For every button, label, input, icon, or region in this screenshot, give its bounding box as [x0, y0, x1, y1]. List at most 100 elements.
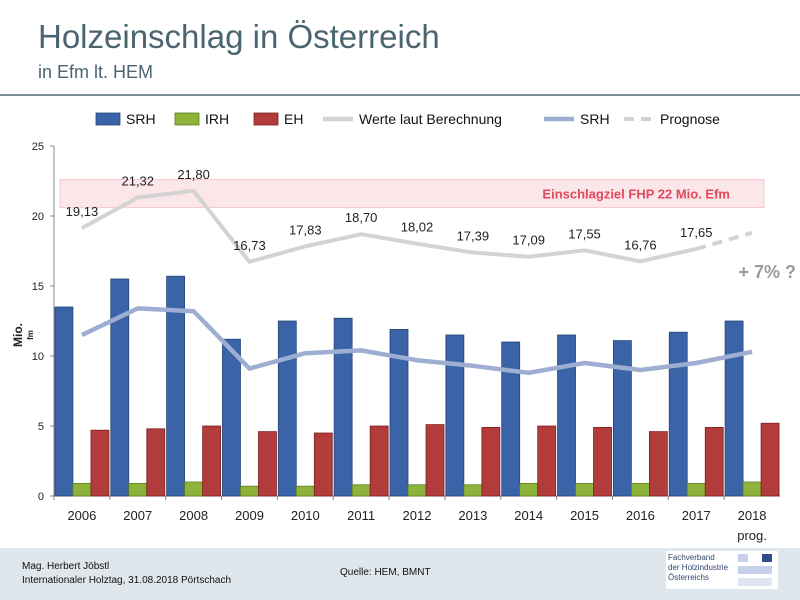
legend-label: EH	[284, 111, 303, 127]
logo-square	[738, 566, 772, 574]
eh-bar	[425, 424, 445, 497]
y-axis-unit: fm	[26, 330, 35, 340]
y-tick-label: 0	[38, 491, 44, 503]
irh-bar	[519, 482, 539, 497]
forecast-annotation: + 7% ?	[738, 262, 796, 282]
berechnung-data-label: 16,73	[233, 238, 266, 253]
x-tick-label: 2015	[570, 508, 599, 523]
x-tick-label: 2009	[235, 508, 264, 523]
y-tick-label: 15	[32, 281, 44, 293]
x-tick-label: 2006	[67, 508, 96, 523]
srh-bar	[724, 320, 744, 497]
eh-bar	[146, 428, 166, 497]
logo-line: der Holzindustrie	[668, 563, 729, 572]
srh-bar	[54, 306, 74, 497]
srh-bar	[668, 331, 688, 497]
berechnung-data-label: 17,83	[289, 222, 322, 237]
footer-event: Internationaler Holztag, 31.08.2018 Pört…	[22, 575, 232, 586]
x-tick-sublabel: prog.	[737, 528, 767, 543]
legend-swatch	[95, 112, 121, 126]
legend-label: Werte laut Berechnung	[359, 111, 502, 127]
logo-line: Österreichs	[668, 573, 709, 582]
logo-text: Fachverband der Holzindustrie Österreich…	[668, 553, 734, 583]
irh-bar	[240, 485, 259, 497]
irh-bar	[72, 482, 92, 497]
srh-bar	[557, 334, 576, 497]
logo-square	[762, 554, 772, 562]
page-subtitle: in Efm lt. HEM	[38, 62, 154, 82]
irh-bar	[407, 484, 427, 497]
footer-source: Quelle: HEM, BMNT	[340, 567, 431, 578]
eh-bar	[90, 429, 110, 497]
irh-bar	[575, 482, 594, 497]
x-tick-label: 2014	[514, 508, 543, 523]
berechnung-data-label: 18,02	[401, 220, 434, 235]
berechnung-data-label: 17,39	[457, 229, 490, 244]
irh-bar	[630, 482, 650, 497]
x-tick-label: 2008	[179, 508, 208, 523]
y-tick-label: 10	[32, 351, 44, 363]
berechnung-line	[80, 188, 697, 264]
srh-bar	[277, 320, 297, 497]
eh-bar	[369, 425, 389, 497]
y-tick-label: 20	[32, 211, 44, 223]
berechnung-data-label: 21,80	[177, 167, 210, 182]
legend-swatch	[253, 112, 279, 126]
berechnung-data-label: 17,65	[680, 225, 713, 240]
srh-bar	[166, 275, 186, 497]
irh-bar	[463, 484, 483, 497]
legend-label: Prognose	[660, 111, 720, 127]
eh-bar	[760, 422, 780, 497]
x-tick-label: 2013	[458, 508, 487, 523]
irh-bar	[351, 484, 371, 497]
berechnung-data-label: 21,32	[121, 174, 154, 189]
eh-bar	[704, 426, 724, 497]
eh-bar	[313, 432, 333, 497]
irh-bar	[295, 485, 315, 497]
legend-label: SRH	[580, 111, 610, 127]
srh-bar	[612, 340, 632, 497]
target-band-label: Einschlagziel FHP 22 Mio. Efm	[542, 187, 730, 202]
irh-bar	[128, 482, 148, 497]
srh-bar	[501, 341, 521, 497]
berechnung-data-label: 16,76	[624, 237, 657, 252]
eh-bar	[202, 425, 222, 497]
page-title: Holzeinschlag in Österreich	[38, 18, 440, 55]
eh-bar	[258, 431, 277, 497]
legend-swatch	[174, 112, 200, 126]
association-logo: Fachverband der Holzindustrie Österreich…	[666, 551, 778, 589]
eh-bar	[481, 426, 501, 497]
y-tick-label: 25	[32, 141, 44, 153]
logo-line: Fachverband	[668, 553, 715, 562]
srh-bar	[389, 328, 409, 497]
footer-credits: Mag. Herbert Jöbstl Internationaler Holz…	[22, 560, 231, 588]
srh-bar	[445, 334, 465, 497]
irh-bar	[184, 481, 204, 497]
srh-line	[80, 306, 753, 376]
eh-bar	[648, 431, 668, 497]
x-tick-label: 2018	[738, 508, 767, 523]
berechnung-data-label: 17,55	[568, 226, 601, 241]
prognose-line	[695, 230, 753, 251]
x-tick-label: 2007	[123, 508, 152, 523]
eh-bar	[537, 425, 557, 497]
berechnung-data-label: 19,13	[66, 204, 99, 219]
x-tick-label: 2012	[403, 508, 432, 523]
berechnung-data-label: 17,09	[512, 233, 545, 248]
irh-bar	[742, 481, 762, 497]
x-tick-label: 2017	[682, 508, 711, 523]
header-divider	[0, 94, 800, 96]
y-tick-label: 5	[38, 421, 44, 433]
x-tick-label: 2010	[291, 508, 320, 523]
harvest-chart: Einschlagziel FHP 22 Mio. Efm 0 5 10 15 20 25 M…	[11, 111, 796, 543]
footer-author: Mag. Herbert Jöbstl	[22, 561, 110, 572]
y-axis-title: Mio.	[11, 323, 25, 347]
eh-bar	[593, 426, 612, 497]
legend-label: IRH	[205, 111, 229, 127]
legend-label: SRH	[126, 111, 156, 127]
x-tick-label: 2016	[626, 508, 655, 523]
logo-square	[738, 578, 772, 586]
srh-bar	[110, 278, 130, 497]
srh-bar	[333, 317, 353, 497]
berechnung-data-label: 18,70	[345, 210, 378, 225]
